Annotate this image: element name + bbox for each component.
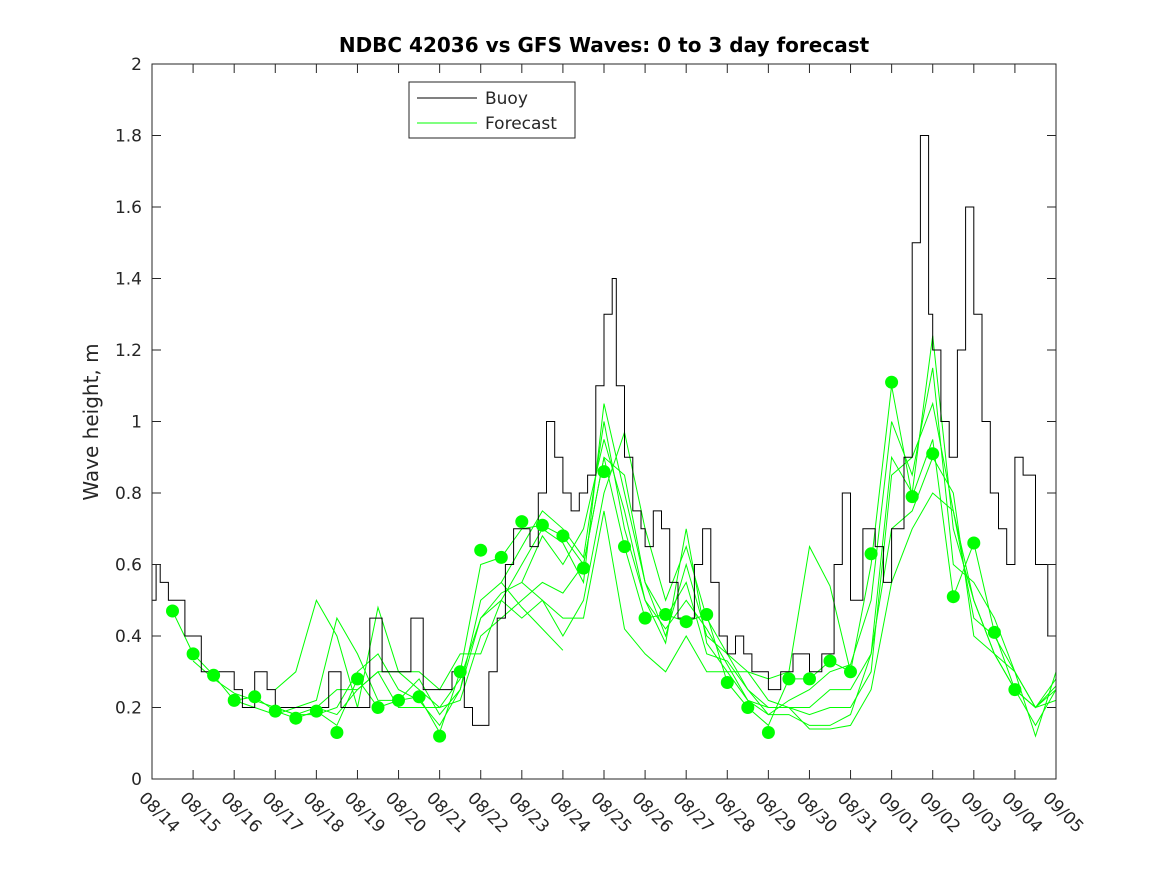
- forecast-marker: [186, 647, 200, 661]
- forecast-marker: [207, 668, 221, 682]
- forecast-marker: [926, 447, 940, 461]
- y-tick-label: 2: [131, 55, 142, 75]
- forecast-marker: [289, 711, 303, 725]
- forecast-marker: [946, 590, 960, 604]
- forecast-marker: [700, 608, 714, 621]
- forecast-marker: [494, 550, 508, 564]
- legend-forecast-label: Forecast: [485, 114, 557, 134]
- forecast-marker: [453, 665, 467, 679]
- y-tick-label: 0.8: [115, 484, 142, 504]
- forecast-marker: [597, 465, 611, 479]
- forecast-marker: [412, 690, 426, 704]
- forecast-marker: [556, 529, 570, 543]
- forecast-marker: [803, 672, 816, 686]
- forecast-marker: [371, 701, 385, 714]
- forecast-marker: [885, 375, 899, 389]
- forecast-marker: [659, 608, 673, 621]
- y-tick-label: 0: [131, 770, 142, 790]
- forecast-marker: [351, 672, 364, 686]
- forecast-marker: [248, 690, 262, 704]
- forecast-run-line-2: [192, 367, 1056, 727]
- forecast-marker: [166, 604, 179, 618]
- legend-box: [408, 81, 576, 139]
- forecast-marker: [741, 701, 755, 714]
- y-tick-label: 0.6: [115, 556, 142, 576]
- forecast-marker: [474, 543, 488, 557]
- forecast-marker: [720, 676, 734, 689]
- y-tick-label: 1.6: [115, 198, 142, 218]
- forecast-marker: [618, 540, 631, 554]
- forecast-marker: [844, 665, 857, 679]
- y-tick-label: 0.2: [115, 699, 142, 719]
- forecast-marker: [823, 654, 837, 668]
- forecast-marker: [535, 518, 549, 532]
- forecast-marker: [577, 561, 590, 575]
- forecast-marker: [1008, 683, 1022, 697]
- y-tick-label: 1: [131, 413, 142, 433]
- forecast-marker: [309, 704, 323, 718]
- y-tick-label: 1.2: [115, 341, 142, 361]
- forecast-marker: [268, 704, 282, 718]
- forecast-marker: [433, 729, 447, 743]
- forecast-marker: [515, 515, 529, 529]
- legend: Buoy Forecast: [408, 81, 576, 139]
- forecast-marker: [227, 693, 241, 707]
- chart-title: NDBC 42036 vs GFS Waves: 0 to 3 day fore…: [339, 33, 870, 57]
- forecast-marker: [782, 672, 796, 686]
- forecast-marker: [330, 726, 344, 739]
- forecast-marker: [967, 536, 981, 550]
- forecast-marker: [392, 693, 405, 707]
- y-axis-label: Wave height, m: [79, 343, 103, 500]
- forecast-marker: [864, 547, 878, 561]
- forecast-marker: [761, 726, 775, 739]
- legend-buoy-label: Buoy: [485, 89, 528, 109]
- forecast-run-line-4: [274, 401, 1056, 738]
- forecast-marker: [905, 490, 919, 504]
- y-tick-label: 0.4: [115, 627, 142, 647]
- forecast-run-line-7: [521, 510, 851, 680]
- buoy-line: [152, 135, 1056, 726]
- forecast-marker: [638, 611, 652, 625]
- forecast-marker: [679, 615, 693, 629]
- y-tick-label: 1.8: [115, 127, 142, 147]
- y-tick-label: 1.4: [115, 270, 142, 290]
- forecast-run-line-8: [500, 582, 564, 651]
- forecast-marker: [987, 625, 1001, 639]
